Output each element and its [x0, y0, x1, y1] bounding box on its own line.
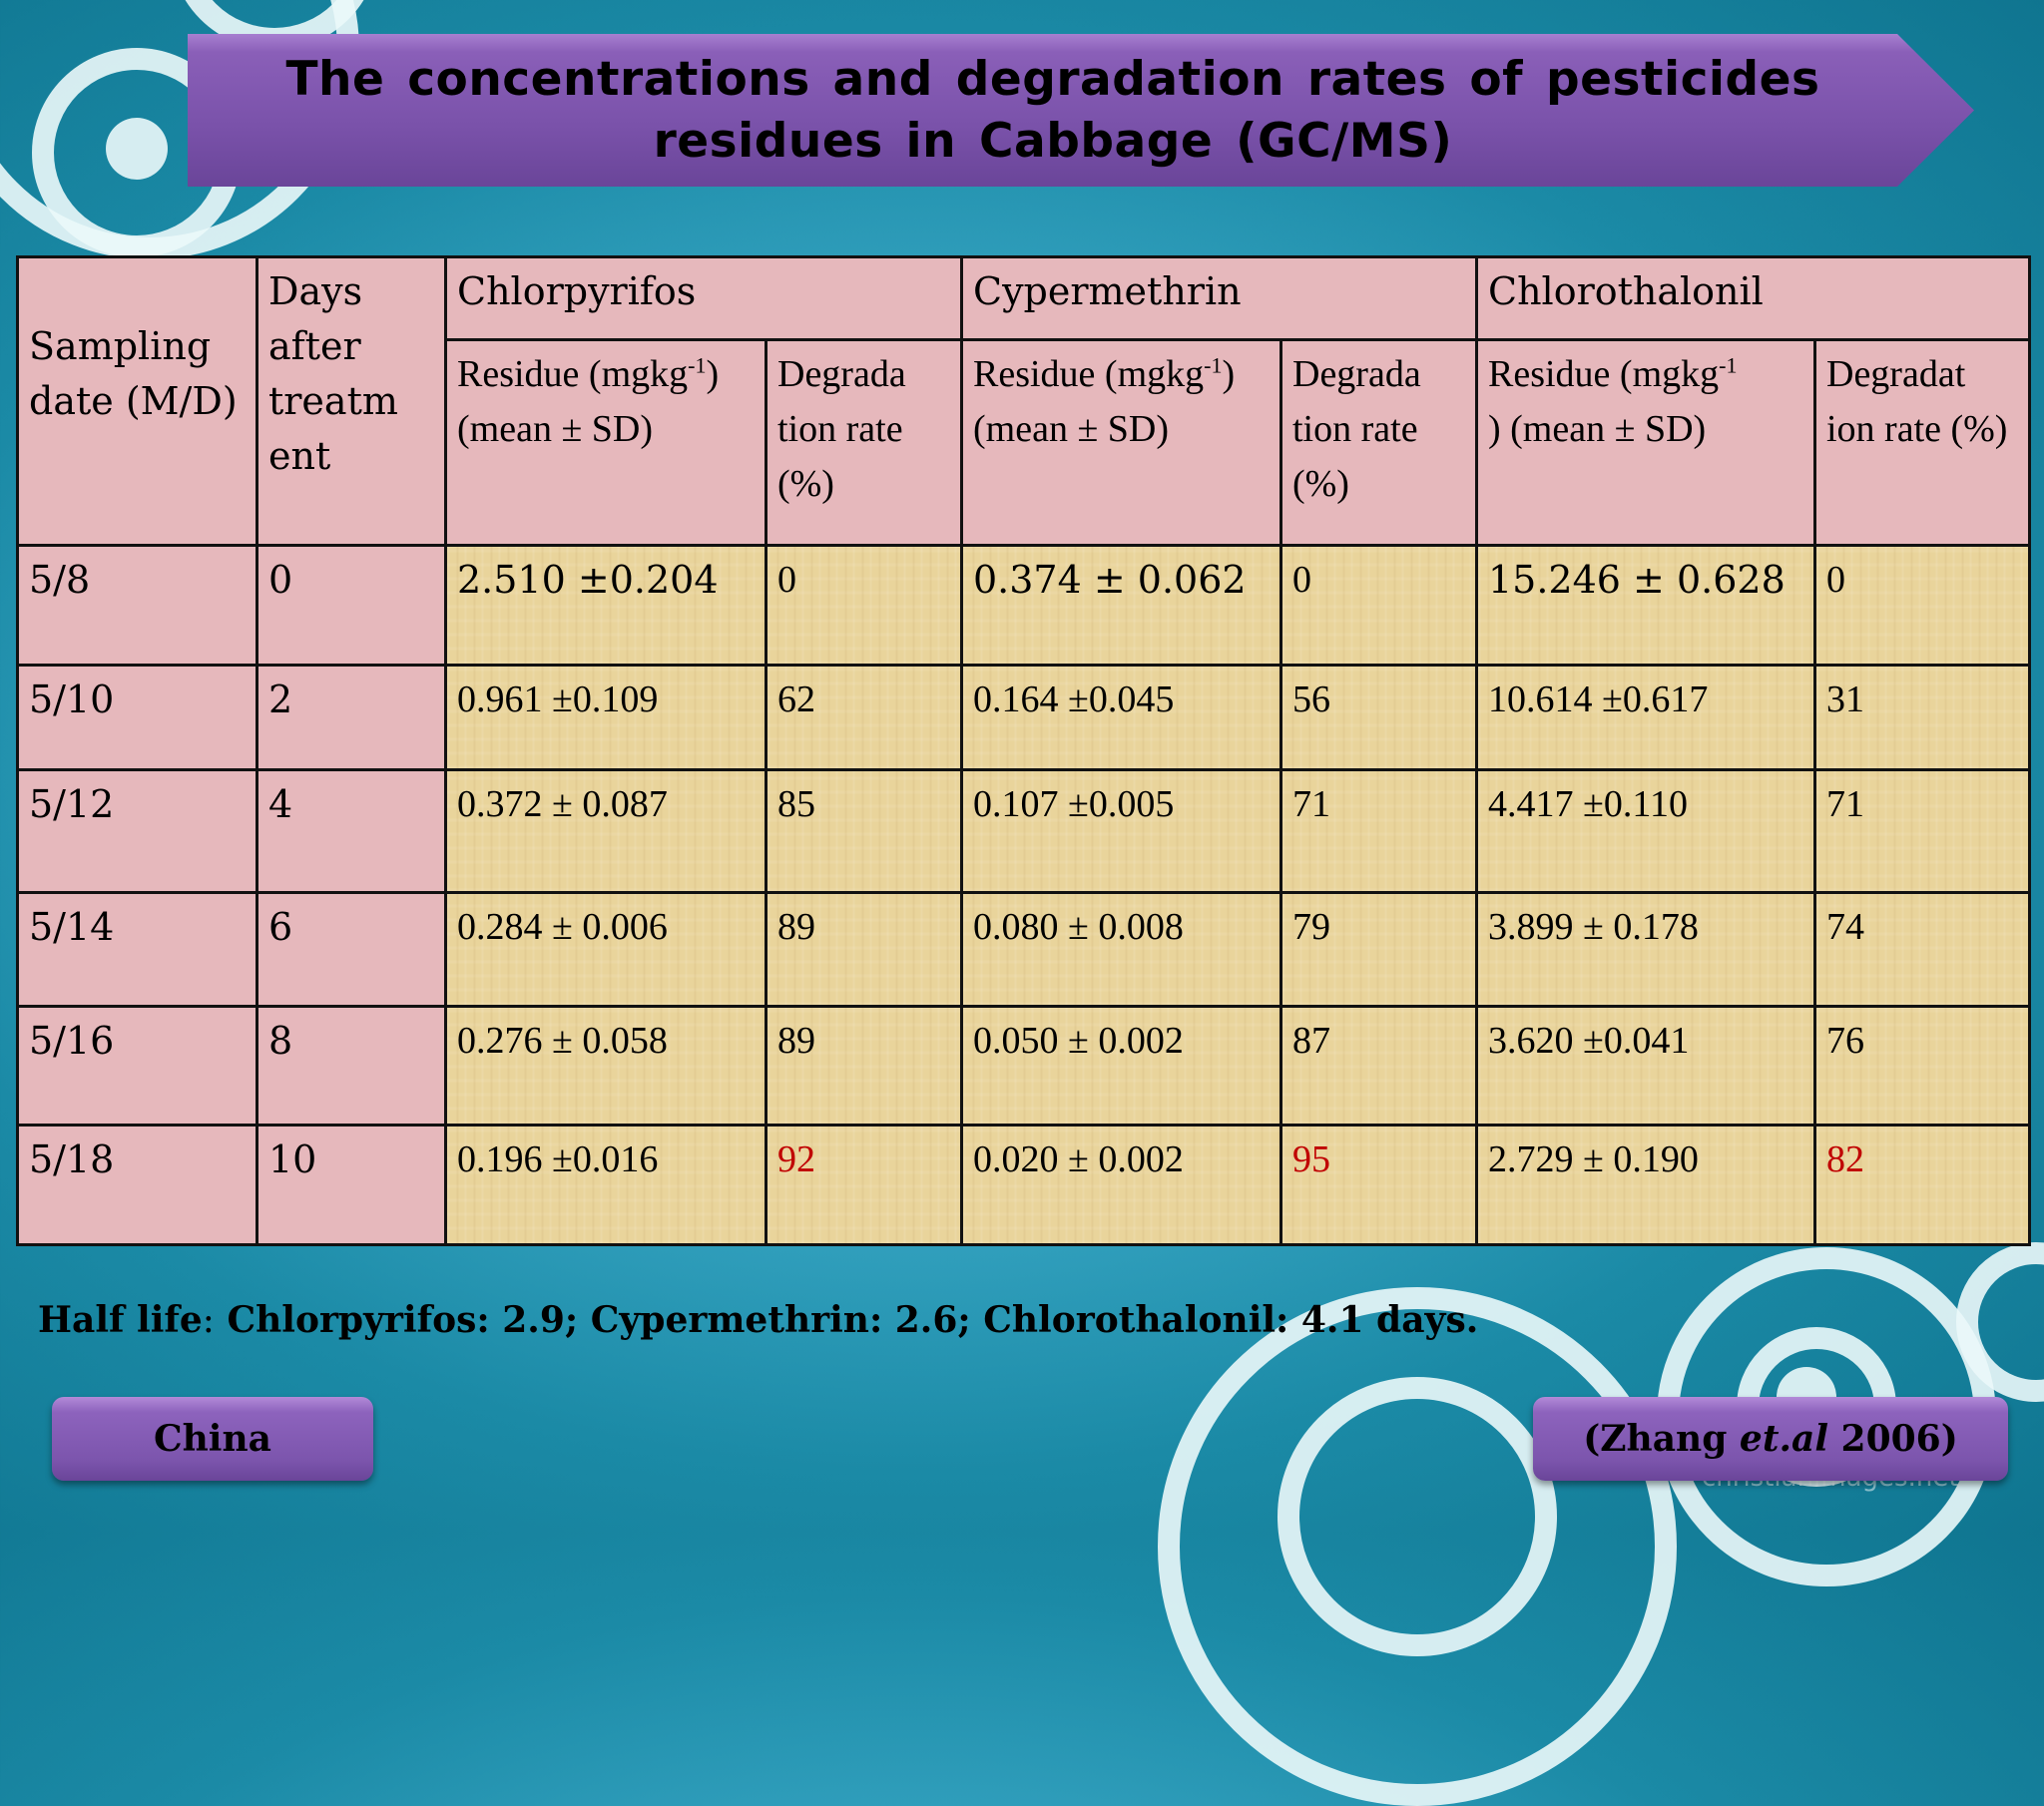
cell-cypermethrin-rate: 56 [1279, 664, 1478, 771]
cell-chlorothalonil-residue: 4.417 ±0.110 [1475, 768, 1816, 894]
cell-chlorpyrifos-residue: 0.196 ±0.016 [444, 1124, 767, 1246]
header-chlorpyrifos-residue: Residue (mgkg-1) (mean ± SD) [444, 338, 767, 547]
header-sampling-date: Sampling date (M/D) [16, 255, 258, 547]
cell-date: 5/18 [16, 1124, 258, 1246]
half-life-label: Half life [38, 1299, 203, 1341]
cell-chlorothalonil-residue: 3.620 ±0.041 [1475, 1005, 1816, 1127]
cell-chlorpyrifos-rate: 0 [765, 544, 963, 667]
cell-chlorpyrifos-rate: 85 [765, 768, 963, 894]
cell-chlorothalonil-rate: 71 [1813, 768, 2031, 894]
cell-chlorpyrifos-residue: 0.284 ± 0.006 [444, 891, 767, 1008]
cell-cypermethrin-rate: 79 [1279, 891, 1478, 1008]
country-label: China [153, 1418, 271, 1460]
table-row: 5/16 8 0.276 ± 0.058 89 0.050 ± 0.002 87… [16, 1005, 2031, 1127]
header-chlorothalonil: Chlorothalonil [1475, 255, 2031, 341]
cell-date: 5/8 [16, 544, 258, 667]
cell-days: 8 [256, 1005, 447, 1127]
cell-days: 6 [256, 891, 447, 1008]
cell-cypermethrin-residue: 0.164 ±0.045 [960, 664, 1282, 771]
table-row: 5/12 4 0.372 ± 0.087 85 0.107 ±0.005 71 … [16, 768, 2031, 894]
cell-cypermethrin-rate: 71 [1279, 768, 1478, 894]
cell-cypermethrin-residue: 0.020 ± 0.002 [960, 1124, 1282, 1246]
table-row: 5/10 2 0.961 ±0.109 62 0.164 ±0.045 56 1… [16, 664, 2031, 771]
table-row: 5/8 0 2.510 ±0.204 0 0.374 ± 0.062 0 15.… [16, 544, 2031, 667]
residue-table: Sampling date (M/D) Days after treatm en… [16, 255, 2031, 1246]
cell-chlorpyrifos-rate: 89 [765, 891, 963, 1008]
cell-date: 5/14 [16, 891, 258, 1008]
header-cypermethrin-residue: Residue (mgkg-1) (mean ± SD) [960, 338, 1282, 547]
header-chlorothalonil-residue: Residue (mgkg-1) (mean ± SD) [1475, 338, 1816, 547]
cell-days: 0 [256, 544, 447, 667]
cell-chlorothalonil-rate: 76 [1813, 1005, 2031, 1127]
cell-cypermethrin-residue: 0.080 ± 0.008 [960, 891, 1282, 1008]
cell-chlorpyrifos-rate: 62 [765, 664, 963, 771]
cell-cypermethrin-rate: 0 [1279, 544, 1478, 667]
cell-cypermethrin-residue: 0.050 ± 0.002 [960, 1005, 1282, 1127]
cell-chlorpyrifos-rate-highlight: 92 [765, 1124, 963, 1246]
header-cypermethrin-rate: Degrada tion rate (%) [1279, 338, 1478, 547]
cell-days: 10 [256, 1124, 447, 1246]
cell-chlorothalonil-residue: 2.729 ± 0.190 [1475, 1124, 1816, 1246]
cell-chlorothalonil-rate-highlight: 82 [1813, 1124, 2031, 1246]
cell-chlorpyrifos-residue: 2.510 ±0.204 [444, 544, 767, 667]
cell-date: 5/12 [16, 768, 258, 894]
cell-chlorothalonil-rate: 31 [1813, 664, 2031, 771]
cell-cypermethrin-rate-highlight: 95 [1279, 1124, 1478, 1246]
header-chlorpyrifos-rate: Degrada tion rate (%) [765, 338, 963, 547]
cell-chlorpyrifos-residue: 0.276 ± 0.058 [444, 1005, 767, 1127]
cell-chlorothalonil-residue: 15.246 ± 0.628 [1475, 544, 1816, 667]
citation-text: (Zhang et.al 2006) [1583, 1418, 1958, 1460]
cell-days: 4 [256, 768, 447, 894]
title-banner [188, 34, 1974, 187]
table-row: 5/14 6 0.284 ± 0.006 89 0.080 ± 0.008 79… [16, 891, 2031, 1008]
slide-title: The concentrations and degradation rates… [285, 52, 1820, 169]
cell-date: 5/16 [16, 1005, 258, 1127]
cell-days: 2 [256, 664, 447, 771]
half-life-note: Half life: Chlorpyrifos: 2.9; Cypermethr… [38, 1299, 1479, 1341]
half-life-values: Chlorpyrifos: 2.9; Cypermethrin: 2.6; Ch… [214, 1299, 1479, 1341]
cell-date: 5/10 [16, 664, 258, 771]
cell-cypermethrin-residue: 0.374 ± 0.062 [960, 544, 1282, 667]
header-chlorpyrifos: Chlorpyrifos [444, 255, 963, 341]
cell-chlorpyrifos-residue: 0.961 ±0.109 [444, 664, 767, 771]
cell-chlorpyrifos-residue: 0.372 ± 0.087 [444, 768, 767, 894]
citation-button[interactable]: (Zhang et.al 2006) [1533, 1397, 2008, 1481]
header-chlorothalonil-rate: Degradat ion rate (%) [1813, 338, 2031, 547]
cell-chlorothalonil-residue: 3.899 ± 0.178 [1475, 891, 1816, 1008]
country-label-button[interactable]: China [52, 1397, 373, 1481]
cell-chlorpyrifos-rate: 89 [765, 1005, 963, 1127]
cell-chlorothalonil-rate: 74 [1813, 891, 2031, 1008]
header-cypermethrin: Cypermethrin [960, 255, 1478, 341]
table-row: 5/18 10 0.196 ±0.016 92 0.020 ± 0.002 95… [16, 1124, 2031, 1246]
cell-cypermethrin-residue: 0.107 ±0.005 [960, 768, 1282, 894]
cell-cypermethrin-rate: 87 [1279, 1005, 1478, 1127]
cell-chlorothalonil-rate: 0 [1813, 544, 2031, 667]
cell-chlorothalonil-residue: 10.614 ±0.617 [1475, 664, 1816, 771]
header-days-after-treatment: Days after treatm ent [256, 255, 447, 547]
